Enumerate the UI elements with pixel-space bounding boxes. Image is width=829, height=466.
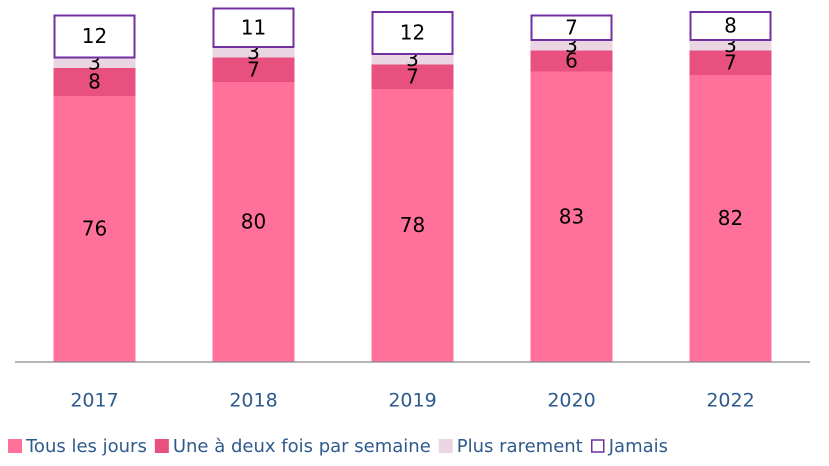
data-label: 82 bbox=[718, 206, 743, 230]
data-label: 12 bbox=[82, 24, 107, 48]
bar-segment bbox=[689, 50, 772, 75]
bar-segment bbox=[530, 40, 613, 51]
bar-segment bbox=[53, 68, 136, 96]
x-tick-label: 2019 bbox=[388, 390, 436, 412]
data-label: 8 bbox=[88, 70, 101, 94]
data-label: 7 bbox=[724, 50, 737, 74]
bar-segment bbox=[689, 75, 772, 362]
legend-label: Jamais bbox=[608, 436, 668, 457]
legend-label: Plus rarement bbox=[457, 436, 583, 457]
data-label: 83 bbox=[559, 204, 584, 228]
bar-segment bbox=[689, 11, 772, 41]
legend-swatch bbox=[154, 439, 169, 453]
bar-segment bbox=[53, 96, 136, 362]
bar-segment bbox=[212, 57, 295, 82]
data-label: 7 bbox=[565, 15, 578, 39]
data-label: 78 bbox=[400, 213, 425, 237]
legend-swatch bbox=[438, 439, 453, 453]
legend-swatch bbox=[591, 439, 605, 453]
bar-segment bbox=[689, 40, 772, 51]
data-label: 8 bbox=[724, 14, 737, 38]
legend-label: Une à deux fois par semaine bbox=[173, 436, 431, 457]
data-label: 6 bbox=[565, 49, 578, 73]
legend-swatch bbox=[8, 439, 22, 453]
data-label: 11 bbox=[241, 15, 266, 39]
bar-segment bbox=[371, 54, 454, 65]
bar-segment bbox=[53, 57, 136, 68]
x-tick-label: 2018 bbox=[229, 390, 277, 412]
bar-segment bbox=[212, 7, 295, 48]
legend-label: Tous les jours bbox=[25, 436, 147, 457]
data-label: 7 bbox=[406, 64, 419, 88]
x-tick-label: 2017 bbox=[70, 390, 118, 412]
bar-segment bbox=[371, 11, 454, 55]
bar-segment bbox=[530, 14, 613, 41]
bar-segment bbox=[212, 47, 295, 58]
data-label: 76 bbox=[82, 217, 107, 241]
data-label: 7 bbox=[247, 57, 260, 81]
bar-segment bbox=[530, 71, 613, 362]
bar-segment bbox=[530, 50, 613, 72]
bar-segment bbox=[371, 89, 454, 362]
data-label: 12 bbox=[400, 21, 425, 45]
x-tick-label: 2020 bbox=[547, 390, 595, 412]
x-tick-label: 2022 bbox=[706, 390, 754, 412]
bar-segment bbox=[212, 82, 295, 362]
bar-segment bbox=[371, 64, 454, 89]
data-label: 80 bbox=[241, 210, 266, 234]
bar-segment bbox=[53, 14, 136, 59]
